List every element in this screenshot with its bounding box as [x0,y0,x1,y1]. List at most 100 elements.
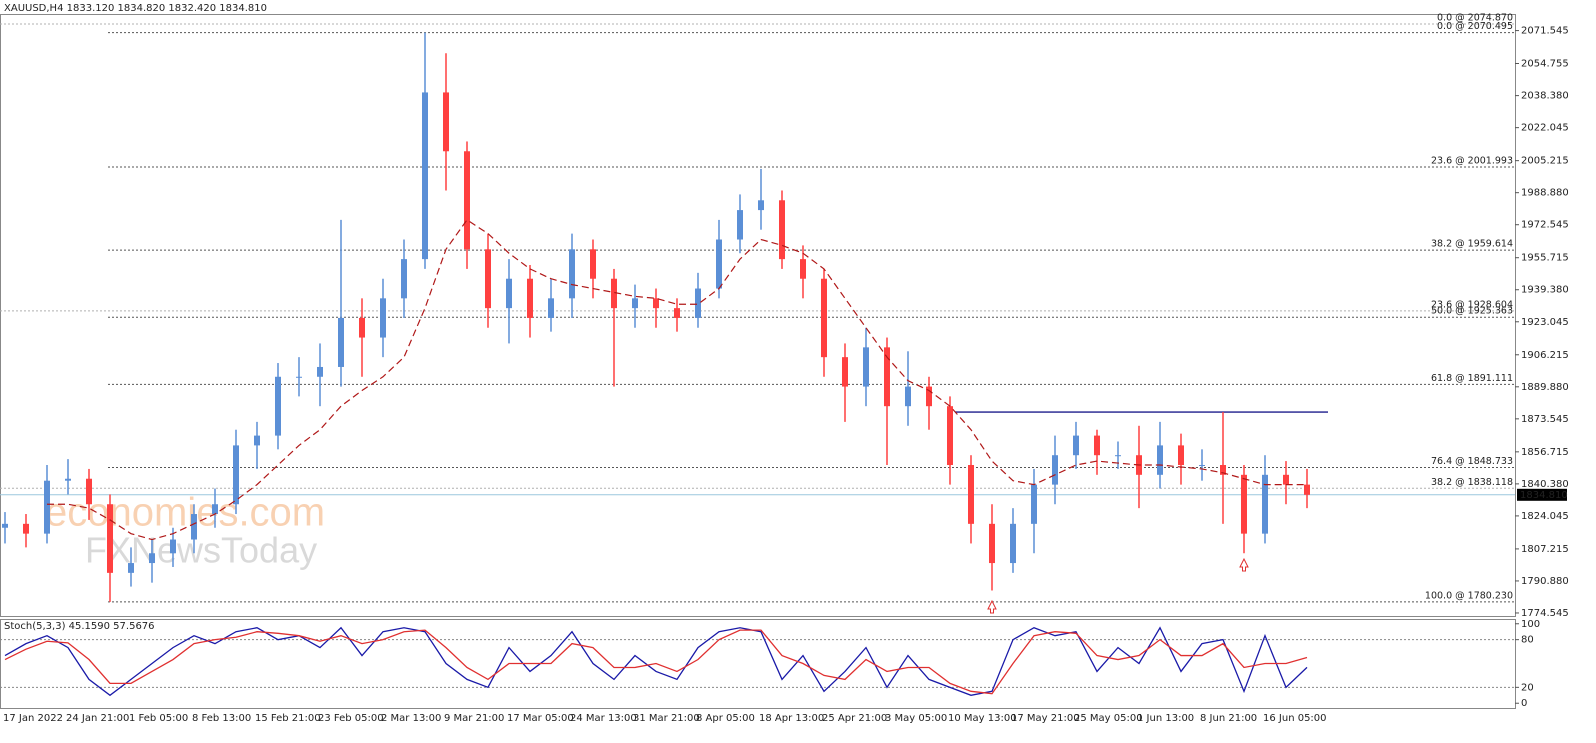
fib-label: 0.0 @ 2074.870 [1437,13,1513,24]
y-tick-label: 80 [1521,635,1534,646]
candle-body [905,386,911,407]
main-panel [0,14,1516,617]
y-tick-label: 1988.880 [1521,188,1569,199]
candle-body [989,523,995,564]
last-price-label: 1834.810 [1520,490,1568,501]
candle-body [1115,455,1121,457]
candle-body [359,317,365,338]
candle-body [506,278,512,309]
y-tick-label: 1873.545 [1521,414,1569,425]
candle-body [317,366,323,377]
candle-body [968,465,974,524]
y-tick-label: 1955.715 [1521,253,1569,264]
x-tick-label: 1 Feb 05:00 [129,713,188,724]
y-tick-label: 1972.545 [1521,220,1569,231]
y-tick-label: 2054.755 [1521,59,1569,70]
last-price-box [1517,488,1567,501]
x-tick-label: 8 Apr 05:00 [696,713,755,724]
candle-body [611,278,617,309]
candle-body [737,210,743,240]
x-tick-label: 10 May 13:00 [948,713,1017,724]
fib-label: 23.6 @ 2001.993 [1431,155,1513,166]
candle-body [23,523,29,534]
candle-body [296,376,302,378]
candle-body [926,386,932,407]
candle-body [548,298,554,318]
candle-body [1178,445,1184,466]
candle-body [1283,474,1289,485]
candle-body [149,553,155,564]
candle-body [128,563,134,573]
y-tick-label: 1906.215 [1521,350,1569,361]
candle-body [1094,435,1100,456]
chart-title: XAUUSD,H4 1833.120 1834.820 1832.420 183… [4,3,267,14]
candle-body [233,445,239,505]
x-tick-label: 8 Feb 13:00 [192,713,251,724]
y-tick-label: 0 [1521,698,1527,709]
candle-body [800,259,806,279]
candle-body [380,298,386,338]
y-tick-label: 1840.380 [1521,479,1569,490]
x-tick-label: 25 May 05:00 [1074,713,1143,724]
y-tick-label: 2005.215 [1521,156,1569,167]
candle-body [254,435,260,446]
candle-body [863,347,869,387]
candle-body [1010,523,1016,564]
candle-body [1073,435,1079,456]
candle-body [779,200,785,260]
x-tick-label: 18 Apr 13:00 [759,713,824,724]
x-tick-label: 16 Jun 05:00 [1263,713,1327,724]
y-tick-label: 1889.880 [1521,382,1569,393]
candle-body [716,239,722,289]
candle-body [401,259,407,299]
y-tick-label: 1939.380 [1521,285,1569,296]
y-tick-label: 1807.215 [1521,544,1569,555]
candle-body [485,249,491,309]
candle-body [569,249,575,299]
y-tick-label: 1923.045 [1521,317,1569,328]
fib-label: 61.8 @ 1891.111 [1431,373,1513,384]
fib-label: 50.0 @ 1925.363 [1431,306,1513,317]
candle-body [2,523,8,528]
candle-body [947,406,953,466]
arrow-marker [1239,557,1249,572]
x-tick-label: 17 Jan 2022 [3,713,63,724]
candle-body [338,317,344,367]
x-tick-label: 9 Mar 21:00 [444,713,504,724]
x-tick-label: 31 Mar 21:00 [633,713,700,724]
candle-body [1052,455,1058,485]
y-tick-label: 100 [1521,619,1540,630]
y-tick-label: 1790.880 [1521,576,1569,587]
candle-body [443,92,449,152]
candle-body [674,308,680,318]
fib-label: 76.4 @ 1848.733 [1431,456,1513,467]
candle-body [170,539,176,554]
candle-body [695,288,701,318]
candle-body [1220,465,1226,475]
fib-label: 38.2 @ 1959.614 [1431,239,1513,250]
candle-body [842,357,848,387]
candle-body [65,478,71,481]
candle-body [275,376,281,436]
moving-average [47,219,1307,541]
candle-body [1304,484,1310,495]
fib-label: 23.6 @ 1928.604 [1431,299,1513,310]
y-tick-label: 2038.380 [1521,91,1569,102]
candle-body [1157,445,1163,475]
candle-body [464,151,470,250]
x-tick-label: 25 Apr 21:00 [822,713,887,724]
candle-body [758,200,764,211]
candle-body [590,249,596,279]
candle-body [191,514,197,540]
candle-body [44,480,50,534]
x-tick-label: 24 Mar 13:00 [570,713,637,724]
x-tick-label: 3 May 05:00 [885,713,947,724]
stoch-panel [0,619,1516,709]
candle-body [107,504,113,573]
candle-body [884,347,890,407]
y-tick-label: 1824.045 [1521,511,1569,522]
x-tick-label: 17 May 21:00 [1011,713,1080,724]
x-tick-label: 17 Mar 05:00 [507,713,574,724]
watermark: FXNewsToday [85,530,317,571]
candle-body [1262,474,1268,534]
